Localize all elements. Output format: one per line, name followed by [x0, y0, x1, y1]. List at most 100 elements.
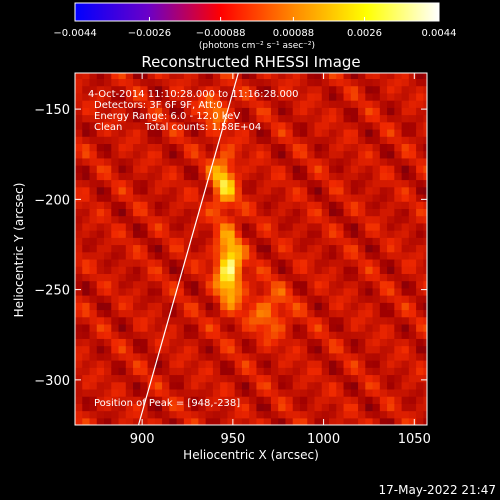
heatmap-cell: [350, 136, 359, 144]
heatmap-cell: [336, 258, 345, 267]
heatmap-cell: [329, 287, 337, 296]
heatmap-cell: [321, 78, 330, 87]
heatmap-cell: [350, 273, 359, 282]
heatmap-cell: [234, 338, 243, 347]
heatmap-cell: [416, 193, 424, 202]
heatmap-cell: [241, 201, 250, 209]
heatmap-cell: [169, 417, 178, 425]
heatmap-cell: [205, 100, 214, 108]
heatmap-cell: [89, 309, 98, 318]
heatmap-cell: [314, 73, 323, 80]
heatmap-cell: [343, 73, 352, 80]
heatmap-cell: [416, 186, 424, 195]
heatmap-cell: [270, 287, 279, 296]
heatmap-cell: [408, 201, 417, 209]
heatmap-cell: [394, 222, 403, 231]
heatmap-cell: [416, 201, 424, 209]
heatmap-cell: [183, 73, 192, 80]
heatmap-cell: [379, 417, 388, 425]
heatmap-cell: [307, 251, 316, 260]
heatmap-cell: [263, 179, 272, 188]
heatmap-cell: [205, 280, 214, 289]
heatmap-cell: [321, 222, 330, 231]
heatmap-cell: [314, 201, 323, 209]
heatmap-cell: [176, 410, 185, 419]
heatmap-cell: [343, 417, 352, 425]
heatmap-cell: [423, 396, 427, 404]
heatmap-cell: [75, 114, 83, 123]
heatmap-cell: [408, 136, 417, 144]
heatmap-cell: [365, 186, 374, 195]
heatmap-cell: [111, 121, 120, 130]
heatmap-cell: [227, 266, 236, 274]
heatmap-cell: [133, 280, 141, 289]
heatmap-cell: [401, 114, 410, 123]
heatmap-cell: [104, 396, 112, 404]
heatmap-cell: [278, 388, 287, 397]
heatmap-cell: [220, 237, 229, 246]
heatmap-cell: [111, 367, 120, 376]
annotation-detectors: Detectors: 3F 6F 9F, Att:0: [94, 100, 223, 111]
heatmap-cell: [227, 388, 236, 397]
heatmap-cell: [154, 266, 163, 274]
heatmap-cell: [147, 331, 156, 339]
heatmap-cell: [104, 403, 112, 412]
heatmap-cell: [358, 345, 366, 354]
heatmap-cell: [220, 374, 229, 383]
heatmap-cell: [154, 85, 163, 94]
heatmap-cell: [423, 237, 427, 246]
heatmap-cell: [387, 179, 395, 188]
heatmap-cell: [241, 352, 250, 361]
heatmap-cell: [176, 367, 185, 376]
heatmap-cell: [314, 165, 323, 173]
heatmap-cell: [133, 352, 141, 361]
heatmap-cell: [198, 388, 207, 397]
heatmap-cell: [104, 73, 112, 80]
heatmap-cell: [270, 360, 279, 368]
heatmap-cell: [147, 338, 156, 347]
heatmap-cell: [343, 251, 352, 260]
heatmap-cell: [234, 150, 243, 159]
heatmap-cell: [365, 157, 374, 166]
heatmap-cell: [241, 280, 250, 289]
heatmap-cell: [191, 360, 199, 368]
heatmap-cell: [278, 150, 287, 159]
heatmap-cell: [154, 302, 163, 311]
heatmap-cell: [205, 381, 214, 390]
heatmap-cell: [140, 374, 149, 383]
heatmap-cell: [285, 157, 294, 166]
heatmap-cell: [212, 360, 221, 368]
heatmap-cell: [292, 266, 301, 274]
heatmap-cell: [183, 78, 192, 87]
heatmap-cell: [401, 258, 410, 267]
heatmap-cell: [220, 186, 229, 195]
heatmap-cell: [176, 100, 185, 108]
heatmap-cell: [169, 215, 178, 224]
heatmap-cell: [263, 345, 272, 354]
heatmap-cell: [75, 157, 83, 166]
heatmap-cell: [169, 201, 178, 209]
heatmap-cell: [227, 417, 236, 425]
heatmap-cell: [336, 417, 345, 425]
heatmap-cell: [270, 201, 279, 209]
heatmap-cell: [104, 410, 112, 419]
heatmap-cell: [176, 295, 185, 303]
heatmap-cell: [133, 157, 141, 166]
heatmap-cell: [96, 352, 105, 361]
heatmap-cell: [321, 352, 330, 361]
heatmap-cell: [307, 121, 316, 130]
heatmap-cell: [408, 128, 417, 137]
heatmap-cell: [307, 367, 316, 376]
heatmap-cell: [416, 360, 424, 368]
heatmap-cell: [416, 165, 424, 173]
heatmap-cell: [314, 85, 323, 94]
heatmap-cell: [416, 128, 424, 137]
heatmap-cell: [263, 186, 272, 195]
heatmap-cell: [147, 107, 156, 116]
heatmap-cell: [372, 237, 381, 246]
heatmap-cell: [416, 273, 424, 282]
heatmap-cell: [212, 100, 221, 108]
heatmap-cell: [198, 367, 207, 376]
heatmap-cell: [183, 150, 192, 159]
heatmap-cell: [183, 186, 192, 195]
